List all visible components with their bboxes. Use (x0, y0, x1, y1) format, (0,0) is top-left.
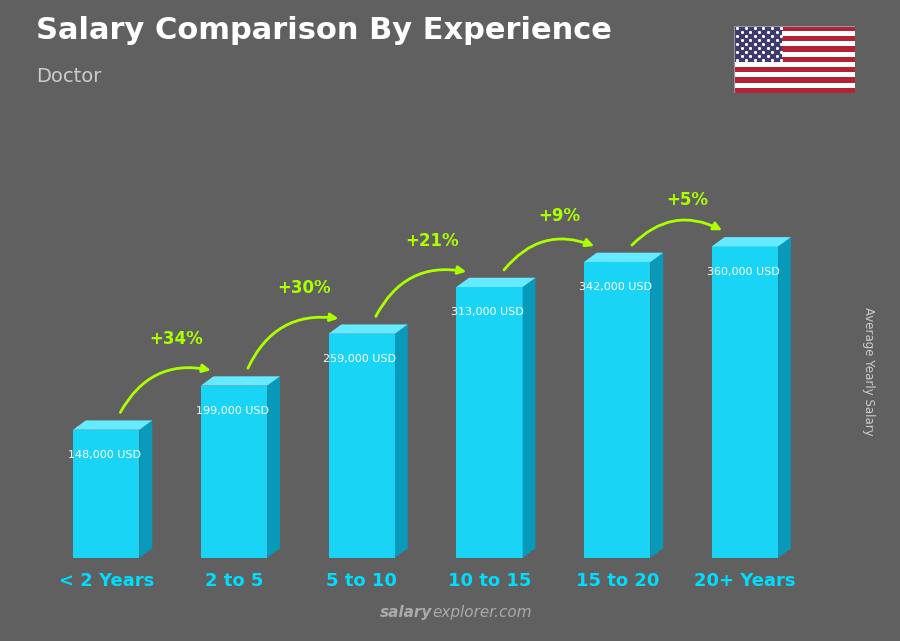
Text: 342,000 USD: 342,000 USD (579, 283, 652, 292)
Text: +5%: +5% (667, 191, 708, 209)
FancyBboxPatch shape (73, 429, 140, 558)
Bar (734, 88, 855, 93)
Polygon shape (651, 253, 663, 558)
Bar (734, 36, 855, 41)
Bar (734, 56, 855, 62)
Text: +21%: +21% (405, 232, 459, 250)
Text: Average Yearly Salary: Average Yearly Salary (862, 308, 875, 436)
Polygon shape (328, 324, 408, 334)
FancyBboxPatch shape (328, 334, 395, 558)
Text: 259,000 USD: 259,000 USD (323, 354, 396, 364)
Bar (734, 51, 855, 56)
Polygon shape (778, 237, 791, 558)
Polygon shape (712, 237, 791, 246)
Bar (734, 26, 782, 62)
Text: explorer.com: explorer.com (432, 606, 532, 620)
Bar (734, 41, 855, 46)
Bar (734, 67, 855, 72)
Text: +9%: +9% (539, 207, 580, 225)
FancyBboxPatch shape (456, 287, 523, 558)
Bar (734, 26, 855, 31)
Polygon shape (140, 420, 152, 558)
Bar (734, 62, 855, 67)
Text: 313,000 USD: 313,000 USD (451, 308, 524, 317)
Text: +34%: +34% (149, 331, 203, 349)
Text: 148,000 USD: 148,000 USD (68, 450, 141, 460)
Polygon shape (201, 376, 280, 386)
Bar (734, 31, 855, 36)
FancyBboxPatch shape (584, 262, 651, 558)
Bar (734, 72, 855, 78)
Polygon shape (73, 420, 152, 429)
Text: salary: salary (380, 606, 432, 620)
FancyBboxPatch shape (201, 386, 267, 558)
Polygon shape (456, 278, 536, 287)
Text: +30%: +30% (277, 279, 331, 297)
Polygon shape (584, 253, 663, 262)
Polygon shape (395, 324, 408, 558)
Text: 360,000 USD: 360,000 USD (706, 267, 779, 277)
Bar (734, 78, 855, 83)
FancyBboxPatch shape (712, 246, 778, 558)
Bar (734, 46, 855, 51)
Text: 199,000 USD: 199,000 USD (195, 406, 269, 416)
Polygon shape (267, 376, 280, 558)
Polygon shape (523, 278, 536, 558)
Text: Doctor: Doctor (36, 67, 102, 87)
Text: Salary Comparison By Experience: Salary Comparison By Experience (36, 16, 612, 45)
Bar (734, 83, 855, 88)
